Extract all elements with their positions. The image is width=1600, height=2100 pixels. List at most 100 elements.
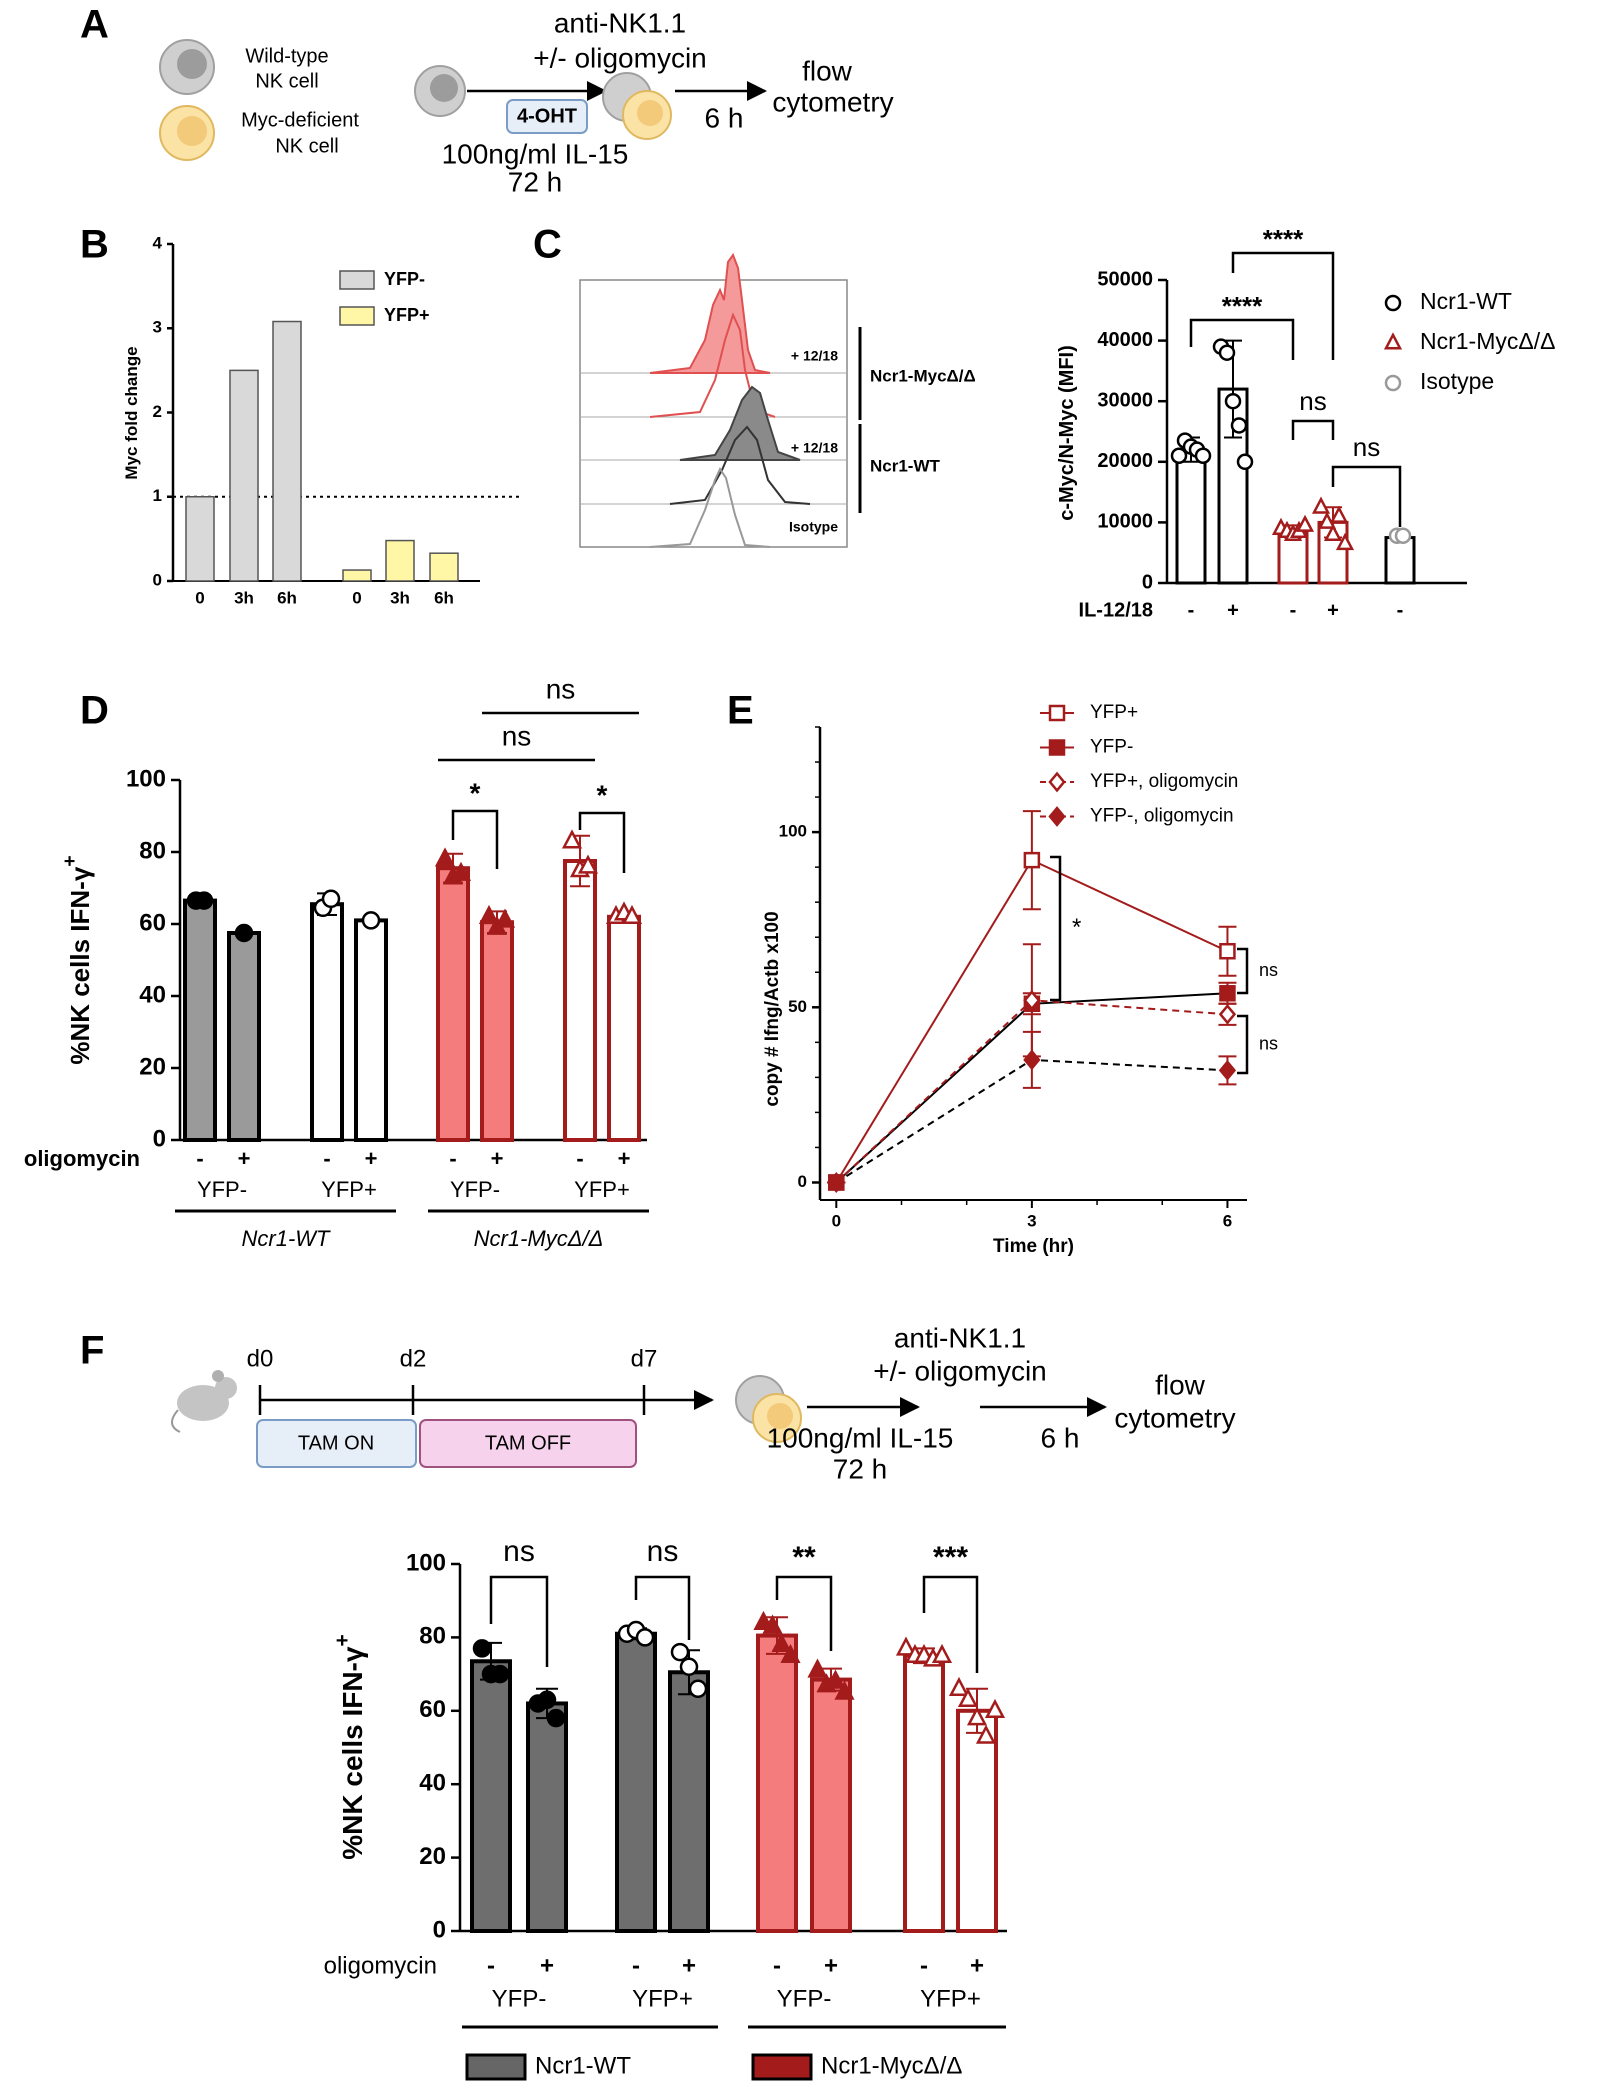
bar (310, 902, 344, 1143)
y-tick-label: 1 (153, 486, 162, 505)
data-point (1218, 344, 1236, 361)
y-tick-label: 20 (419, 1843, 446, 1870)
culture-label: 72 h (833, 1453, 888, 1484)
data-point (234, 923, 254, 943)
significance-bracket (489, 1575, 549, 1667)
y-axis-label: %NK cells IFN-γ+ (59, 855, 95, 1064)
data-point (984, 1698, 1006, 1719)
data-point (771, 1632, 792, 1652)
data-point (1383, 332, 1403, 350)
x-tick-label: + (365, 1146, 378, 1171)
histogram-curve (649, 466, 771, 548)
data-point (1023, 851, 1041, 869)
treatment-label: 4-OHT (517, 105, 577, 127)
row-label: oligomycin (24, 1146, 140, 1171)
panel-letter: B (80, 223, 109, 267)
group-label: YFP+ (920, 1985, 981, 2012)
data-point (1218, 1003, 1237, 1025)
day-label: d7 (631, 1345, 658, 1372)
bar (229, 369, 259, 582)
histogram-curve (649, 252, 771, 374)
legend-label: Ncr1-MycΔ/Δ (1420, 328, 1556, 354)
data-point (1224, 392, 1242, 410)
x-tick-label: 0 (352, 588, 361, 607)
y-tick-label: 50 (788, 997, 807, 1016)
y-tick-label: 100 (126, 765, 166, 792)
mouse-tail (171, 1409, 181, 1433)
genotype-label: Ncr1-WT (870, 456, 941, 475)
panel-letter: D (80, 689, 109, 733)
bar (1175, 448, 1207, 585)
culture-label: 100ng/ml IL-15 (442, 138, 629, 169)
legend-swatch (751, 2053, 813, 2081)
y-axis-label-superscript: + (331, 1634, 354, 1646)
group-label: YFP+ (632, 1985, 693, 2012)
bar (185, 496, 215, 582)
x-tick-label: - (632, 1952, 640, 1979)
data-point (1023, 1049, 1041, 1071)
y-tick-label: 20 (139, 1053, 166, 1080)
significance-label: * (597, 779, 608, 810)
bar (470, 1659, 512, 1933)
readout-label: cytometry (1114, 1402, 1235, 1433)
significance-label: *** (933, 1541, 968, 1574)
data-point (825, 1669, 846, 1689)
data-point (361, 911, 381, 930)
data-point (561, 829, 583, 849)
x-tick-label: + (682, 1952, 696, 1979)
x-tick-label: + (540, 1952, 554, 1979)
legend-swatch (339, 270, 375, 290)
culture-label: 100ng/ml IL-15 (767, 1422, 954, 1453)
schematic-f: F d0 d2 d7 TAM ON TAM OFF anti-NK1.1 +/-… (80, 1322, 1236, 1484)
significance-bracket (578, 811, 626, 873)
cell-label: Myc-deficient (241, 109, 359, 131)
data-point (679, 1657, 699, 1677)
duration-label: 6 h (1041, 1422, 1080, 1453)
data-point (975, 1724, 997, 1744)
bar (436, 866, 470, 1142)
row-label: oligomycin (324, 1952, 437, 1979)
data-point (577, 854, 599, 874)
group-label: YFP- (197, 1177, 247, 1202)
significance-label: ns (503, 1535, 535, 1568)
x-tick-label: + (1227, 599, 1239, 621)
genotype-label: Ncr1-MycΔ/Δ (870, 366, 976, 385)
bar (1384, 536, 1416, 585)
significance-bracket (1189, 318, 1295, 360)
legend-label: Ncr1-WT (535, 2052, 631, 2079)
data-point (1236, 453, 1254, 471)
x-tick-label: - (1397, 599, 1404, 621)
data-point (1384, 294, 1402, 312)
legend-label: YFP-, oligomycin (1090, 806, 1234, 827)
bar (956, 1708, 998, 1934)
nucleus (767, 1403, 793, 1429)
y-tick-label: 60 (139, 909, 166, 936)
y-tick-label: 20000 (1097, 450, 1153, 472)
significance-bracket (634, 1575, 691, 1640)
legend-label: YFP+ (384, 305, 430, 325)
bar (183, 898, 217, 1142)
y-tick-label: 40 (139, 981, 166, 1008)
nucleus (430, 74, 458, 102)
data-point (1219, 942, 1236, 960)
nucleus (177, 49, 207, 79)
y-tick-label: 30000 (1097, 389, 1153, 411)
bar (756, 1633, 798, 1933)
y-axis-label: c-Myc/N-Myc (MFI) (1056, 345, 1078, 521)
control-label: Isotype (789, 519, 838, 535)
legend-label: YFP- (1090, 737, 1133, 758)
stimulus-label: +/- oligomycin (533, 42, 707, 73)
y-tick-label: 80 (419, 1623, 446, 1650)
data-point (1329, 505, 1349, 523)
mouse (177, 1385, 229, 1421)
nucleus (177, 116, 207, 146)
y-tick-label: 80 (139, 837, 166, 864)
y-axis-label-superscript: + (59, 855, 81, 866)
data-point (621, 904, 643, 925)
bar (903, 1653, 945, 1933)
data-point (434, 847, 456, 867)
data-point (807, 1658, 828, 1678)
bar (615, 1631, 657, 1933)
data-point (490, 1664, 510, 1684)
